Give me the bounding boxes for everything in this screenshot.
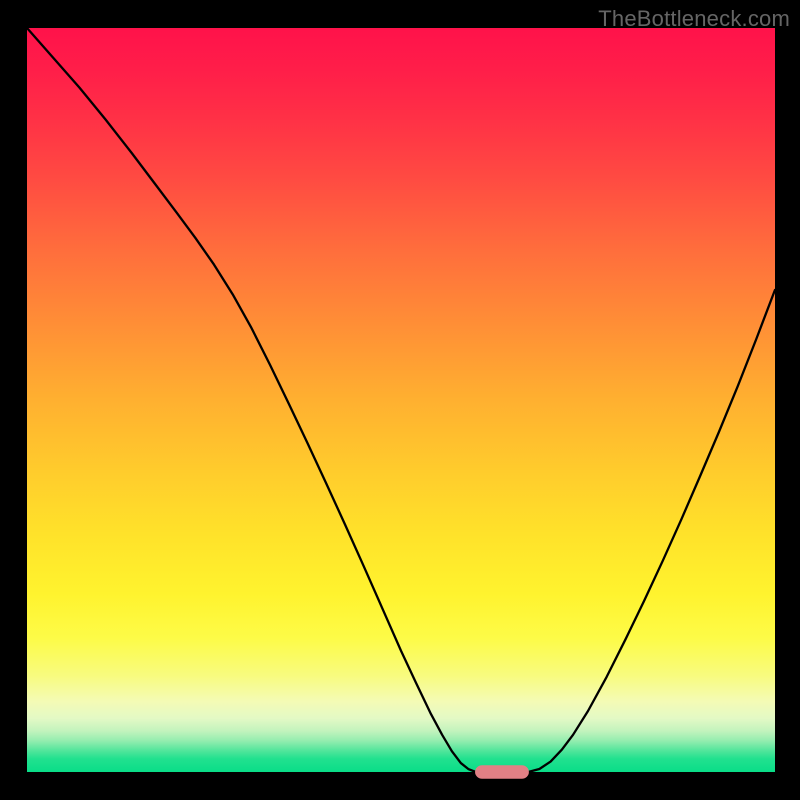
plot-background-gradient	[27, 28, 775, 772]
watermark-text: TheBottleneck.com	[598, 6, 790, 32]
bottleneck-chart	[0, 0, 800, 800]
optimal-point-marker	[475, 765, 529, 778]
chart-container: TheBottleneck.com	[0, 0, 800, 800]
